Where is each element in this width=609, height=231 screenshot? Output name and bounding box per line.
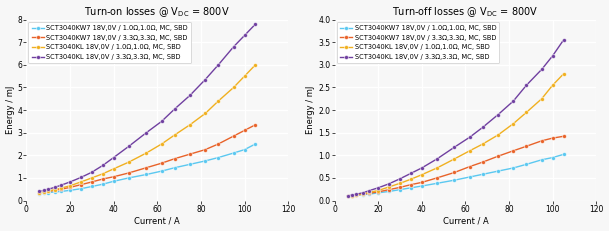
Title: Turn-off losses @ V$_\mathrm{DC}$ = 800V: Turn-off losses @ V$_\mathrm{DC}$ = 800V: [392, 6, 538, 19]
X-axis label: Current / A: Current / A: [135, 216, 180, 225]
Legend: SCT3040KW7 18V,0V / 1.0Ω,1.0Ω, MC, SBD, SCT3040KW7 18V,0V / 3.3Ω,3.3Ω, MC, SBD, : SCT3040KW7 18V,0V / 1.0Ω,1.0Ω, MC, SBD, …: [337, 22, 499, 63]
X-axis label: Current / A: Current / A: [443, 216, 488, 225]
Y-axis label: Energy / mJ: Energy / mJ: [5, 86, 15, 134]
Title: Turn-on losses @ V$_\mathrm{DC}$ = 800V: Turn-on losses @ V$_\mathrm{DC}$ = 800V: [85, 6, 230, 19]
Y-axis label: Energy / mJ: Energy / mJ: [306, 86, 315, 134]
Legend: SCT3040KW7 18V,0V / 1.0Ω,1.0Ω, MC, SBD, SCT3040KW7 18V,0V / 3.3Ω,3.3Ω, MC, SBD, : SCT3040KW7 18V,0V / 1.0Ω,1.0Ω, MC, SBD, …: [29, 22, 191, 63]
